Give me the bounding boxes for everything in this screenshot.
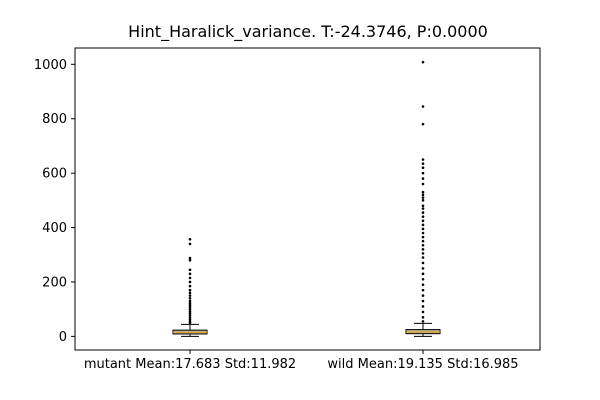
outlier-point-wild-0 (421, 320, 425, 323)
outlier-point-wild-22 (421, 215, 425, 218)
outlier-point-wild-24 (421, 207, 425, 210)
outlier-point-mutant-19 (188, 272, 192, 276)
outlier-point-mutant-12 (188, 297, 192, 300)
outlier-point-mutant-6 (188, 310, 192, 313)
outlier-point-wild-12 (421, 256, 425, 259)
outlier-point-mutant-17 (188, 280, 192, 284)
y-tick-label-0: 0 (59, 330, 67, 345)
outlier-point-wild-10 (421, 267, 425, 270)
outlier-point-wild-32 (421, 171, 425, 175)
outlier-point-wild-5 (421, 294, 425, 297)
outlier-point-wild-26 (421, 199, 425, 202)
outlier-point-wild-36 (421, 122, 425, 126)
outlier-point-mutant-9 (188, 303, 192, 307)
outlier-point-mutant-11 (188, 299, 192, 303)
outlier-point-wild-18 (421, 231, 425, 235)
chart-title: Hint_Haralick_variance. T:-24.3746, P:0.… (128, 22, 488, 41)
outlier-point-mutant-4 (188, 313, 192, 317)
outlier-point-mutant-18 (188, 276, 192, 280)
outlier-point-mutant-16 (188, 284, 192, 288)
x-tick-label-wild: wild Mean:19.135 Std:16.985 (327, 357, 519, 372)
outlier-point-wild-30 (421, 182, 425, 186)
outlier-point-mutant-20 (188, 268, 192, 272)
outlier-point-wild-34 (421, 162, 425, 165)
outlier-point-wild-17 (421, 235, 425, 239)
outlier-point-mutant-3 (188, 316, 192, 319)
outlier-point-wild-2 (421, 310, 425, 314)
outlier-point-wild-1 (421, 316, 425, 319)
outlier-point-wild-13 (421, 252, 425, 255)
outlier-point-wild-11 (421, 261, 425, 265)
outlier-point-wild-6 (421, 288, 425, 292)
outlier-point-wild-27 (421, 196, 425, 199)
outlier-point-mutant-7 (188, 307, 192, 311)
outlier-point-wild-33 (421, 166, 425, 170)
outlier-point-mutant-5 (188, 311, 192, 315)
outlier-point-wild-28 (421, 193, 425, 197)
outlier-point-wild-14 (421, 248, 425, 251)
outlier-point-wild-35 (421, 158, 425, 161)
outlier-point-wild-25 (421, 204, 425, 208)
outlier-point-wild-9 (421, 272, 425, 276)
outlier-point-wild-31 (421, 177, 425, 180)
outlier-point-wild-4 (421, 299, 425, 303)
outlier-point-mutant-21 (188, 258, 192, 262)
outlier-point-mutant-10 (188, 301, 192, 305)
y-tick-label-800: 800 (42, 112, 67, 127)
outlier-point-wild-3 (421, 305, 425, 308)
outlier-point-wild-16 (421, 239, 425, 243)
outlier-point-wild-21 (421, 219, 425, 223)
outlier-point-wild-8 (421, 277, 425, 281)
outlier-point-mutant-14 (188, 291, 192, 295)
outlier-point-mutant-1 (188, 320, 192, 323)
outlier-point-wild-23 (421, 211, 425, 214)
outlier-point-mutant-22 (188, 256, 192, 260)
outlier-point-wild-19 (421, 227, 425, 231)
outlier-point-mutant-8 (188, 305, 192, 309)
outlier-point-wild-29 (421, 190, 425, 194)
y-tick-label-600: 600 (42, 167, 67, 182)
outlier-point-mutant-24 (188, 237, 192, 241)
outlier-point-mutant-23 (188, 242, 192, 246)
outlier-point-mutant-15 (188, 288, 192, 292)
x-tick-label-mutant: mutant Mean:17.683 Std:11.982 (83, 357, 297, 372)
y-tick-label-200: 200 (42, 275, 67, 290)
axes-frame (74, 47, 541, 351)
outlier-point-wild-15 (421, 243, 425, 247)
outlier-point-mutant-13 (188, 294, 192, 297)
outlier-point-mutant-2 (188, 318, 192, 321)
outlier-point-wild-20 (421, 223, 425, 227)
outlier-point-wild-7 (421, 283, 425, 287)
y-tick-label-1000: 1000 (34, 58, 67, 73)
outlier-point-wild-37 (421, 105, 425, 108)
outlier-point-wild-38 (421, 60, 425, 64)
y-tick-label-400: 400 (42, 221, 67, 236)
